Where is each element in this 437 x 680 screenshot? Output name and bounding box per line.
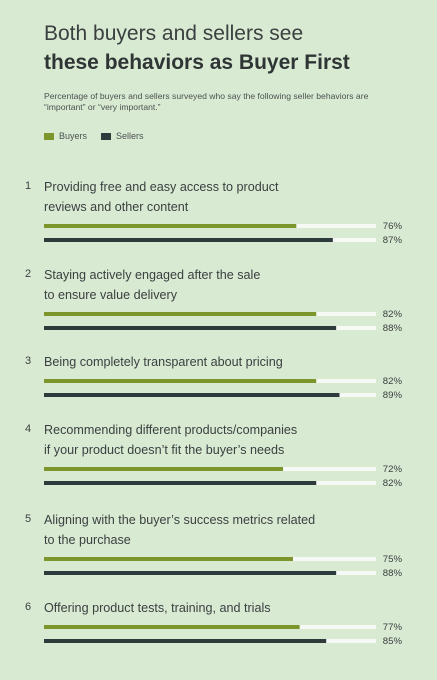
category-number: 5 — [25, 513, 31, 525]
value-label-sellers: 85% — [383, 636, 403, 647]
title-line-1: Both buyers and sellers see — [44, 22, 304, 45]
legend-item-buyers: Buyers — [44, 131, 87, 141]
bar-buyers — [44, 224, 297, 228]
bar-buyers — [44, 312, 317, 316]
category-label: Aligning with the buyer’s success metric… — [44, 513, 315, 527]
category-number: 3 — [25, 355, 31, 367]
bar-buyers — [44, 625, 300, 629]
value-label-buyers: 77% — [383, 622, 403, 633]
category-label: Providing free and easy access to produc… — [44, 180, 279, 194]
legend-swatch-sellers — [101, 132, 112, 140]
category-label: if your product doesn’t fit the buyer’s … — [44, 443, 284, 457]
legend-item-sellers: Sellers — [101, 131, 144, 141]
subtitle: Percentage of buyers and sellers surveye… — [44, 91, 369, 112]
category-label: reviews and other content — [44, 200, 189, 214]
category-label: to ensure value delivery — [44, 288, 178, 302]
category-label: Recommending different products/companie… — [44, 423, 297, 437]
category-number: 6 — [25, 601, 31, 613]
category-number: 2 — [25, 268, 31, 280]
value-label-buyers: 76% — [383, 221, 403, 232]
legend-swatch-buyers — [44, 132, 54, 140]
value-label-buyers: 82% — [383, 376, 403, 387]
category-number: 4 — [25, 423, 31, 435]
legend: Buyers Sellers — [44, 131, 158, 141]
category-number: 1 — [25, 180, 31, 192]
value-label-sellers: 89% — [383, 390, 403, 401]
bar-sellers — [44, 571, 337, 575]
bar-sellers — [44, 393, 340, 397]
category-label: Staying actively engaged after the sale — [44, 268, 260, 282]
value-label-buyers: 72% — [383, 464, 403, 475]
category-label: Being completely transparent about prici… — [44, 355, 283, 369]
value-label-sellers: 88% — [383, 568, 403, 579]
legend-label-sellers: Sellers — [116, 131, 144, 141]
category-label: to the purchase — [44, 533, 131, 547]
category-label: Offering product tests, training, and tr… — [44, 601, 271, 615]
value-label-sellers: 82% — [383, 478, 403, 489]
bar-buyers — [44, 557, 293, 561]
value-label-buyers: 75% — [383, 554, 403, 565]
title-line-2: these behaviors as Buyer First — [44, 51, 350, 74]
bar-buyers — [44, 379, 317, 383]
bar-sellers — [44, 639, 327, 643]
bar-sellers — [44, 326, 337, 330]
value-label-sellers: 88% — [383, 323, 403, 334]
bar-sellers — [44, 481, 317, 485]
legend-label-buyers: Buyers — [59, 131, 88, 141]
bar-buyers — [44, 467, 284, 471]
value-label-buyers: 82% — [383, 309, 403, 320]
value-label-sellers: 87% — [383, 235, 403, 246]
bar-sellers — [44, 238, 333, 242]
